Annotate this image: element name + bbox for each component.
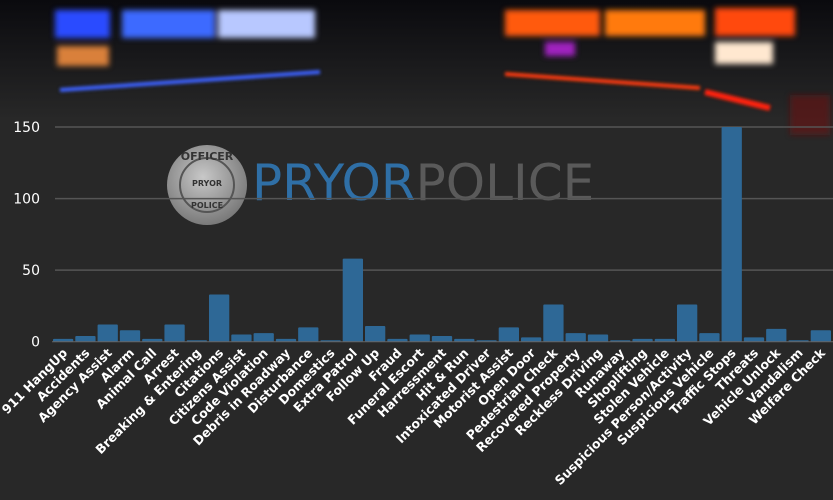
bar — [97, 324, 118, 342]
bar — [521, 337, 542, 342]
bar — [810, 330, 831, 342]
bar — [298, 327, 319, 342]
y-tick-label: 0 — [31, 335, 40, 351]
bar — [209, 294, 230, 342]
y-tick-label: 100 — [13, 192, 40, 208]
bar — [142, 338, 163, 342]
bar — [766, 328, 787, 342]
svg-text:POLICE: POLICE — [191, 201, 223, 210]
svg-text:PRYORPOLICE: PRYORPOLICE — [252, 154, 594, 212]
bar — [498, 327, 519, 342]
svg-text:PRYOR: PRYOR — [192, 179, 222, 188]
bar — [365, 325, 386, 342]
bar — [231, 334, 252, 342]
bar — [677, 304, 698, 342]
bar — [543, 304, 564, 342]
bar — [565, 333, 586, 342]
bar — [632, 338, 653, 342]
bar — [409, 334, 430, 342]
bar — [587, 334, 609, 342]
pryor-police-logo: OFFICER PRYOR POLICE PRYORPOLICE — [167, 145, 594, 225]
y-tick-label: 50 — [22, 263, 40, 279]
bar — [275, 338, 297, 342]
svg-text:OFFICER: OFFICER — [181, 150, 234, 163]
bar — [342, 258, 363, 342]
bar — [75, 335, 96, 342]
y-tick-label: 150 — [13, 120, 40, 136]
bar — [387, 338, 408, 342]
bar — [654, 338, 675, 342]
bar — [119, 330, 141, 342]
bar — [253, 333, 274, 342]
bar — [699, 333, 720, 342]
bar — [454, 338, 475, 342]
bar — [431, 335, 453, 342]
bar — [743, 337, 765, 342]
bar — [53, 338, 74, 342]
bar — [721, 127, 742, 342]
bar — [164, 324, 185, 342]
